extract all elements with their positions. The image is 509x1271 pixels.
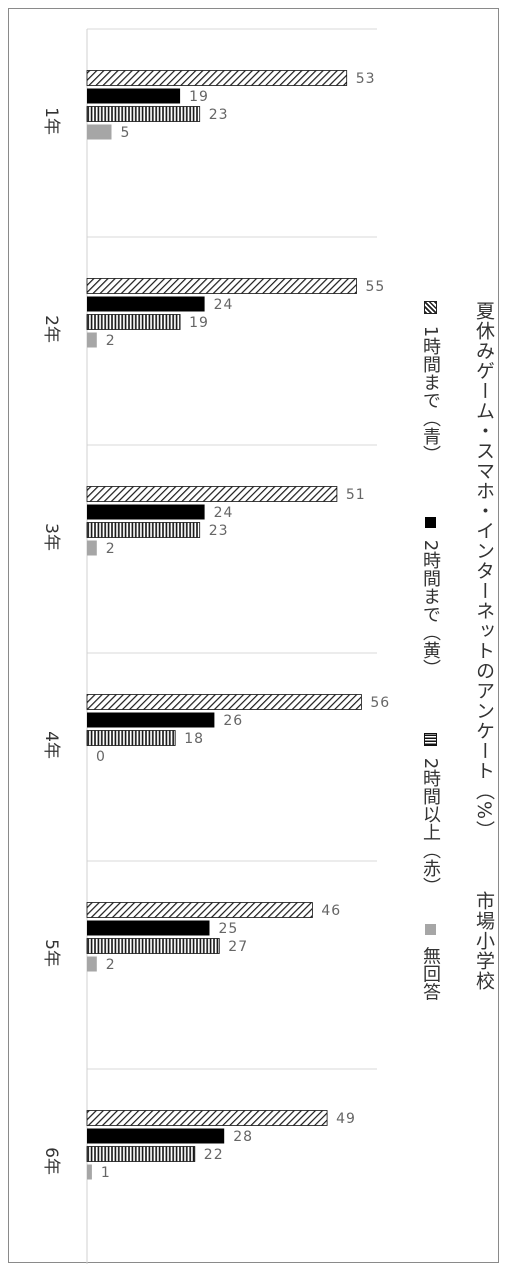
bar (87, 504, 205, 520)
data-label: 19 (189, 89, 209, 105)
bar (86, 278, 357, 294)
data-label: 24 (214, 297, 234, 313)
data-label: 25 (219, 921, 239, 937)
data-label: 22 (204, 1147, 224, 1163)
legend-label: 無回答 (420, 946, 441, 1001)
legend-swatch-solid (424, 517, 436, 528)
data-label: 55 (366, 279, 386, 295)
bar (87, 88, 181, 104)
bar (87, 920, 210, 936)
data-label: 0 (96, 749, 106, 765)
bar (87, 124, 112, 140)
category-label: 3年 (41, 523, 61, 551)
bar (87, 332, 97, 348)
legend-item-noanswer: 無回答 (417, 924, 443, 1001)
bar (86, 70, 348, 86)
bar (87, 1128, 225, 1144)
bar (86, 486, 338, 502)
legend-item-2h: 2時間まで（黄） (417, 517, 443, 677)
data-label: 24 (214, 505, 234, 521)
bar (86, 938, 220, 954)
chart-title: 夏休みゲーム・スマホ・インターネットのアンケート（%） (473, 301, 495, 841)
legend-item-over2h: 2時間以上（赤） (417, 733, 443, 895)
legend-label: 2時間まで（黄） (420, 539, 441, 678)
legend-item-1h: 1時間まで（青） (417, 301, 443, 463)
legend-swatch-diagonal (423, 301, 437, 314)
data-label: 1 (101, 1165, 111, 1181)
data-label: 51 (346, 487, 366, 503)
bar (87, 540, 97, 556)
data-label: 23 (209, 523, 229, 539)
data-label: 19 (189, 315, 209, 331)
bar (86, 106, 201, 122)
data-label: 2 (106, 541, 116, 557)
chart-subtitle: 市場小学校 (473, 891, 495, 991)
bar (86, 314, 181, 330)
category-label: 6年 (41, 1147, 61, 1175)
bar (86, 1110, 328, 1126)
data-label: 49 (336, 1111, 356, 1127)
category-label: 5年 (41, 939, 61, 967)
bar (87, 296, 205, 312)
bar-chart: 1年53192352年55241923年51242324年56261805年46… (41, 28, 390, 1264)
data-label: 2 (106, 333, 116, 349)
data-label: 18 (184, 731, 204, 747)
bar (86, 730, 176, 746)
category-label: 1年 (41, 107, 61, 135)
chart-frame: 1年 53 19 23 5 2年 55 24 19 2 3年 51 24 23 2 4年 56 26 18 0 5年 46… (8, 8, 499, 1264)
data-label: 26 (223, 713, 243, 729)
legend-label: 1時間まで（青） (420, 325, 441, 464)
bar (86, 1146, 196, 1162)
data-label: 5 (121, 125, 131, 141)
data-label: 28 (233, 1129, 253, 1145)
legend-swatch-vertical (423, 733, 437, 746)
data-label: 53 (356, 71, 376, 87)
data-label: 27 (228, 939, 248, 955)
bar (87, 1164, 92, 1180)
data-label: 56 (370, 695, 390, 711)
bar (86, 902, 313, 918)
data-label: 2 (106, 957, 116, 973)
category-label: 4年 (41, 731, 61, 759)
bar (87, 712, 215, 728)
data-label: 23 (209, 107, 229, 123)
bar (86, 522, 201, 538)
category-label: 2年 (41, 315, 61, 343)
bar (87, 956, 97, 972)
legend-swatch-gray (424, 924, 436, 935)
legend-label: 2時間以上（赤） (420, 757, 441, 896)
bar (86, 694, 362, 710)
data-label: 46 (321, 903, 341, 919)
